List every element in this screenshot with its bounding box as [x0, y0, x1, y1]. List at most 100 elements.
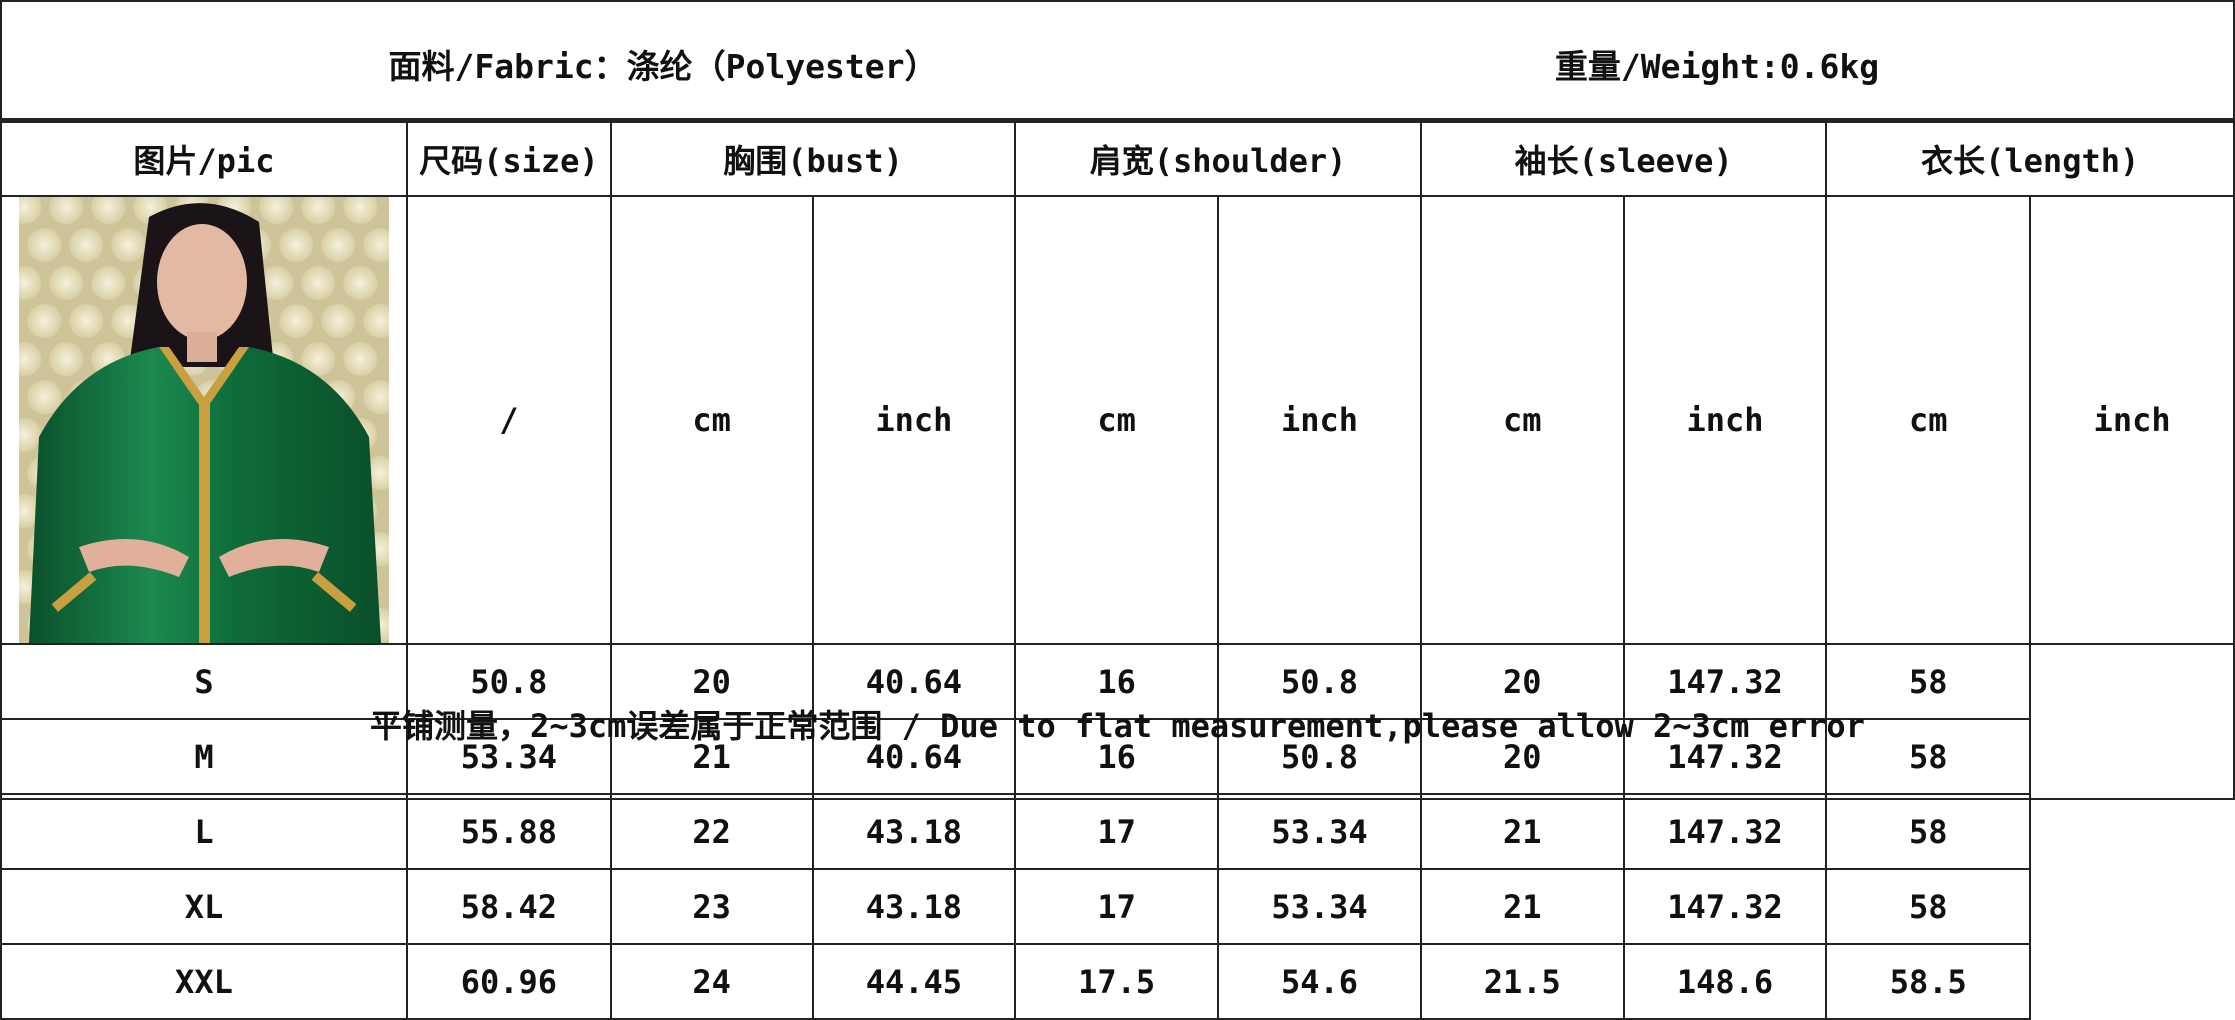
measurement-cell: 147.32 — [1622, 793, 1828, 870]
measurement-cell: 54.6 — [1217, 943, 1422, 1020]
flower — [321, 228, 356, 262]
measurement-cell: 50.8 — [1217, 643, 1422, 720]
product-photo — [0, 195, 408, 645]
info-row: 面料/Fabric：涤纶（Polyester） 重量/Weight:0.6kg — [0, 0, 2235, 121]
measurement-cell: 58.42 — [405, 868, 612, 945]
flower — [49, 198, 84, 224]
measurement-cell: 53.34 — [1217, 793, 1422, 870]
flower — [49, 342, 84, 376]
flower — [363, 228, 389, 262]
size-row: XXL 60.96 24 44.45 17.5 54.6 21.5 148.6 58.5 — [0, 943, 2234, 1020]
measurement-cell: 58.5 — [1825, 943, 2032, 1020]
header-row: 图片/pic 尺码(size) 胸围(bust) 肩宽(shoulder) 袖长… — [0, 121, 2235, 197]
measurement-cell: 58 — [1825, 793, 2032, 870]
measurement-cell: 53.34 — [405, 718, 612, 795]
weight-label: 重量/Weight:0.6kg — [1554, 47, 1880, 86]
header-sleeve: 袖长(sleeve) — [1419, 121, 1828, 197]
flower — [363, 380, 389, 414]
header-shoulder: 肩宽(shoulder) — [1014, 121, 1422, 197]
measurement-cell: 55.88 — [405, 793, 612, 870]
flower — [321, 304, 356, 338]
measurement-cell: 44.45 — [811, 943, 1017, 1020]
header-size: 尺码(size) — [405, 121, 612, 197]
measurement-cell: 148.6 — [1622, 943, 1828, 1020]
size-label: S — [0, 643, 408, 720]
measurement-cell: 21.5 — [1419, 943, 1625, 1020]
flower — [343, 342, 378, 376]
size-label: XL — [0, 868, 408, 945]
unit-cell: inch — [1622, 195, 1828, 645]
size-label: XXL — [0, 943, 408, 1020]
measurement-cell: 40.64 — [811, 643, 1017, 720]
flower — [279, 304, 314, 338]
measurement-cell: 60.96 — [405, 943, 612, 1020]
header-bust: 胸围(bust) — [609, 121, 1017, 197]
flower — [49, 266, 84, 300]
flower — [91, 198, 126, 224]
flower — [27, 304, 62, 338]
measurement-note: 平铺测量，2~3cm误差属于正常范围 / Due to flat measure… — [370, 707, 1865, 745]
measurement-cell: 53.34 — [1217, 868, 1422, 945]
flower — [301, 342, 336, 376]
flower — [18, 266, 42, 300]
size-row: S 50.8 20 40.64 16 50.8 20 147.32 58 — [0, 643, 2234, 720]
measurement-cell: 20 — [1419, 718, 1625, 795]
measurement-cell: 24 — [609, 943, 814, 1020]
measurement-cell: 21 — [1419, 868, 1625, 945]
flower — [343, 198, 378, 224]
flower — [91, 266, 126, 300]
unit-cell: cm — [1014, 195, 1220, 645]
unit-cell: cm — [609, 195, 814, 645]
model-photo-image — [18, 198, 389, 642]
flower — [343, 266, 378, 300]
unit-row: / cm inch cm inch cm inch cm inch — [0, 195, 2235, 645]
flower — [301, 266, 336, 300]
measurement-cell: 40.64 — [811, 718, 1017, 795]
size-row: L 55.88 22 43.18 17 53.34 21 147.32 58 — [0, 793, 2234, 870]
size-label: L — [0, 793, 408, 870]
measurement-cell: 58 — [1825, 643, 2032, 720]
measurement-cell: 50.8 — [1217, 718, 1422, 795]
measurement-cell: 43.18 — [811, 793, 1017, 870]
measurement-cell: 20 — [609, 643, 814, 720]
flower — [363, 304, 389, 338]
flower — [69, 228, 104, 262]
size-table: 图片/pic 尺码(size) 胸围(bust) 肩宽(shoulder) 袖长… — [0, 121, 2235, 1020]
flower — [69, 304, 104, 338]
flower — [279, 228, 314, 262]
measurement-cell: 147.32 — [1622, 643, 1828, 720]
measurement-cell: 23 — [609, 868, 814, 945]
measurement-cell: 147.32 — [1622, 718, 1828, 795]
flower — [18, 418, 42, 452]
measurement-cell: 21 — [609, 718, 814, 795]
measurement-cell: 147.32 — [1622, 868, 1828, 945]
flower — [259, 198, 294, 224]
unit-cell: cm — [1419, 195, 1625, 645]
unit-cell: inch — [811, 195, 1017, 645]
measurement-cell: 16 — [1014, 643, 1220, 720]
measurement-cell: 17 — [1014, 793, 1220, 870]
flower — [18, 342, 42, 376]
measurement-cell: 22 — [609, 793, 814, 870]
measurement-cell: 50.8 — [405, 643, 612, 720]
flower — [301, 198, 336, 224]
measurement-cell: 58 — [1825, 718, 2032, 795]
measurement-cell: 17 — [1014, 868, 1220, 945]
header-length: 衣长(length) — [1825, 121, 2235, 197]
flower — [18, 198, 42, 224]
size-row: M 53.34 21 40.64 16 50.8 20 147.32 58 — [0, 718, 2234, 795]
measurement-cell: 20 — [1419, 643, 1625, 720]
unit-cell: cm — [1825, 195, 2032, 645]
measurement-cell: 43.18 — [811, 868, 1017, 945]
measurement-cell: 58 — [1825, 868, 2032, 945]
measurement-cell: 21 — [1419, 793, 1625, 870]
fabric-label: 面料/Fabric：涤纶（Polyester） — [388, 47, 938, 86]
flower — [259, 266, 294, 300]
flower — [27, 380, 62, 414]
header-pic: 图片/pic — [0, 121, 408, 197]
unit-cell: inch — [1217, 195, 1422, 645]
flower — [111, 228, 146, 262]
unit-size: / — [405, 195, 612, 645]
flower — [27, 228, 62, 262]
size-label: M — [0, 718, 408, 795]
